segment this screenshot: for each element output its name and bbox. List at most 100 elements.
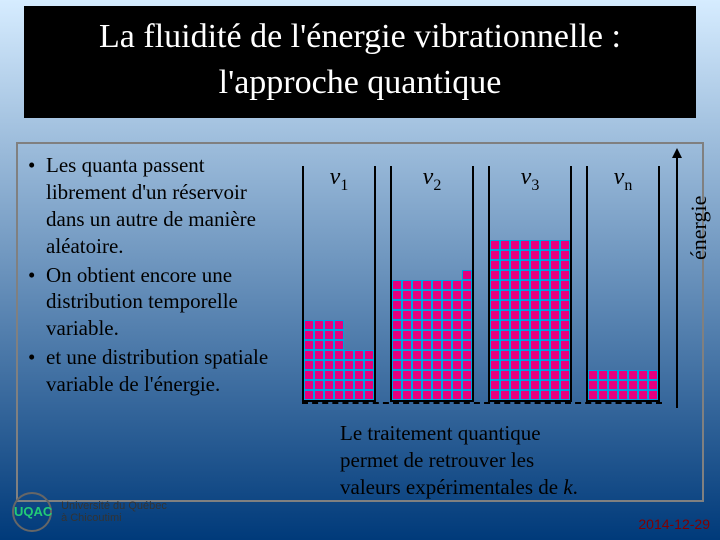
quantum-cell bbox=[442, 380, 452, 390]
quantum-cell bbox=[334, 390, 344, 400]
quanta-column bbox=[618, 370, 628, 400]
quantum-cell bbox=[560, 330, 570, 340]
bullet-dot: • bbox=[28, 344, 46, 398]
quantum-cell bbox=[462, 290, 472, 300]
quantum-cell bbox=[344, 360, 354, 370]
energy-axis-arrow bbox=[676, 150, 678, 408]
quantum-cell bbox=[304, 330, 314, 340]
quantum-cell bbox=[364, 350, 374, 360]
quanta-column bbox=[500, 240, 510, 400]
bullet-text: On obtient encore une distribution tempo… bbox=[46, 262, 288, 343]
quantum-cell bbox=[344, 350, 354, 360]
quantum-cell bbox=[422, 310, 432, 320]
quantum-cell bbox=[608, 380, 618, 390]
quantum-cell bbox=[540, 280, 550, 290]
quantum-cell bbox=[412, 370, 422, 380]
quanta-column bbox=[540, 240, 550, 400]
quantum-cell bbox=[588, 370, 598, 380]
quantum-cell bbox=[510, 350, 520, 360]
quantum-cell bbox=[550, 360, 560, 370]
caption-line: Le traitement quantique bbox=[340, 420, 660, 447]
quantum-cell bbox=[530, 310, 540, 320]
reservoir: ν2 bbox=[390, 166, 474, 402]
quantum-cell bbox=[462, 330, 472, 340]
quantum-cell bbox=[530, 290, 540, 300]
quantum-cell bbox=[422, 350, 432, 360]
quantum-cell bbox=[422, 280, 432, 290]
quantum-cell bbox=[304, 320, 314, 330]
quantum-cell bbox=[432, 350, 442, 360]
logo-circle: UQAC bbox=[12, 492, 52, 532]
quantum-cell bbox=[540, 360, 550, 370]
quanta-column bbox=[324, 320, 334, 400]
quantum-cell bbox=[510, 340, 520, 350]
quantum-cell bbox=[314, 380, 324, 390]
quantum-cell bbox=[520, 390, 530, 400]
chart-caption: Le traitement quantique permet de retrou… bbox=[340, 420, 660, 501]
quanta-column bbox=[402, 280, 412, 400]
reservoir-label: νn bbox=[588, 164, 658, 195]
quanta-grid bbox=[588, 370, 658, 400]
quanta-column bbox=[462, 270, 472, 400]
quantum-cell bbox=[530, 300, 540, 310]
quantum-cell bbox=[510, 370, 520, 380]
quantum-cell bbox=[530, 250, 540, 260]
quantum-cell bbox=[402, 340, 412, 350]
quantum-cell bbox=[432, 390, 442, 400]
quantum-cell bbox=[402, 380, 412, 390]
quantum-cell bbox=[304, 360, 314, 370]
quantum-cell bbox=[432, 370, 442, 380]
quantum-cell bbox=[550, 240, 560, 250]
quantum-cell bbox=[364, 380, 374, 390]
quantum-cell bbox=[402, 370, 412, 380]
quantum-cell bbox=[344, 390, 354, 400]
quantum-cell bbox=[442, 340, 452, 350]
quantum-cell bbox=[510, 280, 520, 290]
quantum-cell bbox=[618, 370, 628, 380]
logo-sub1: Université du Québec bbox=[61, 500, 167, 512]
quantum-cell bbox=[462, 390, 472, 400]
quantum-cell bbox=[510, 330, 520, 340]
reservoir: νn bbox=[586, 166, 660, 402]
quantum-cell bbox=[432, 320, 442, 330]
reservoir-label: ν1 bbox=[304, 164, 374, 195]
quantum-cell bbox=[550, 390, 560, 400]
bullet-text: et une distribution spatiale variable de… bbox=[46, 344, 288, 398]
quantum-cell bbox=[530, 280, 540, 290]
quantum-cell bbox=[490, 360, 500, 370]
quantum-cell bbox=[530, 260, 540, 270]
quantum-cell bbox=[334, 340, 344, 350]
quantum-cell bbox=[392, 370, 402, 380]
quantum-cell bbox=[304, 350, 314, 360]
quanta-column bbox=[354, 350, 364, 400]
quanta-column bbox=[432, 280, 442, 400]
quantum-cell bbox=[628, 380, 638, 390]
quantum-cell bbox=[392, 290, 402, 300]
quantum-cell bbox=[412, 330, 422, 340]
quantum-cell bbox=[530, 330, 540, 340]
quantum-cell bbox=[560, 240, 570, 250]
quanta-column bbox=[334, 320, 344, 400]
quantum-cell bbox=[500, 320, 510, 330]
quanta-column bbox=[344, 350, 354, 400]
quantum-cell bbox=[500, 330, 510, 340]
quanta-column bbox=[598, 370, 608, 400]
quantum-cell bbox=[618, 380, 628, 390]
quanta-column bbox=[392, 280, 402, 400]
quantum-cell bbox=[510, 310, 520, 320]
quantum-cell bbox=[304, 380, 314, 390]
bullet-dot: • bbox=[28, 262, 46, 343]
quantum-cell bbox=[314, 390, 324, 400]
quantum-cell bbox=[324, 350, 334, 360]
quantum-cell bbox=[334, 350, 344, 360]
quantum-cell bbox=[324, 370, 334, 380]
quantum-cell bbox=[560, 370, 570, 380]
quantum-cell bbox=[422, 320, 432, 330]
quantum-cell bbox=[422, 370, 432, 380]
quantum-cell bbox=[412, 380, 422, 390]
quantum-cell bbox=[520, 290, 530, 300]
quantum-cell bbox=[324, 340, 334, 350]
quanta-column bbox=[520, 240, 530, 400]
bullet-text: Les quanta passent librement d'un réserv… bbox=[46, 152, 288, 260]
quantum-cell bbox=[560, 390, 570, 400]
